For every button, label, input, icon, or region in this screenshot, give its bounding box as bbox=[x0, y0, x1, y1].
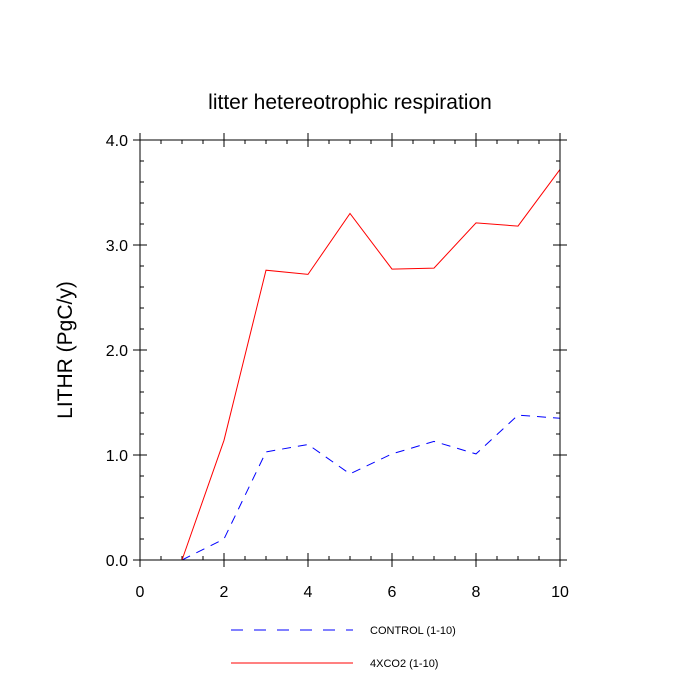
x-tick-label: 8 bbox=[472, 584, 481, 601]
y-tick-label: 3.0 bbox=[106, 238, 128, 255]
series-line-control-1-10 bbox=[181, 414, 561, 561]
legend-label: CONTROL (1-10) bbox=[370, 625, 456, 637]
x-tick-label: 4 bbox=[304, 584, 313, 601]
legend-label: 4XCO2 (1-10) bbox=[370, 658, 438, 670]
axis-ticks bbox=[133, 133, 567, 567]
plot-frame bbox=[139, 139, 561, 561]
y-tick-label: 1.0 bbox=[106, 448, 128, 465]
series-lines bbox=[181, 169, 561, 561]
x-tick-label: 0 bbox=[136, 584, 145, 601]
y-tick-label: 2.0 bbox=[106, 343, 128, 360]
x-tick-label: 2 bbox=[220, 584, 229, 601]
y-tick-label: 4.0 bbox=[106, 133, 128, 150]
axis-tick-labels: 0 2 4 6 8 10 0.0 1.0 2.0 3.0 4.0 bbox=[106, 133, 569, 601]
x-tick-label: 6 bbox=[388, 584, 397, 601]
chart-title: litter hetereotrophic respiration bbox=[208, 91, 492, 114]
series-line-4xco2-1-10 bbox=[181, 169, 561, 561]
legend: CONTROL (1-10) 4XCO2 (1-10) bbox=[231, 625, 456, 670]
y-tick-label: 0.0 bbox=[106, 553, 128, 570]
y-axis-label: LITHR (PgC/y) bbox=[54, 281, 77, 419]
x-tick-label: 10 bbox=[551, 584, 569, 601]
